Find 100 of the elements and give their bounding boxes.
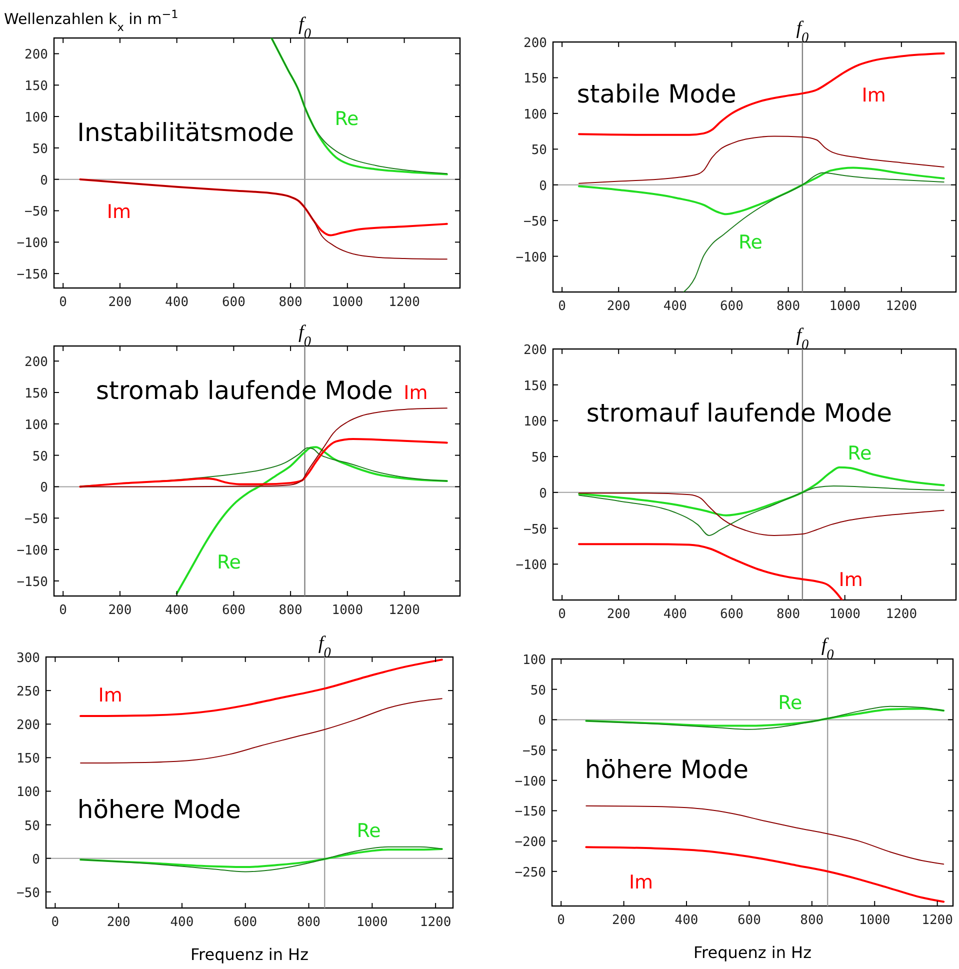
- line-series: [585, 846, 945, 903]
- y-tick-label: −100: [16, 236, 48, 252]
- x-tick-label: 0: [558, 299, 566, 314]
- x-axis-title: Frequenz in Hz: [190, 945, 308, 964]
- x-tick-label: 400: [165, 295, 189, 310]
- x-tick-label: 400: [170, 915, 194, 930]
- x-tick-label: 800: [776, 299, 800, 314]
- x-tick-label: 0: [557, 913, 566, 928]
- y-tick-label: 0: [40, 173, 48, 188]
- y-tick-label: 100: [16, 785, 40, 800]
- x-tick-label: 0: [558, 607, 566, 622]
- x-tick-label: 800: [800, 913, 824, 928]
- annotation: Im: [838, 568, 863, 591]
- line-series: [578, 166, 945, 216]
- x-tick-label: 600: [737, 913, 761, 928]
- y-tick-label: 200: [524, 36, 547, 51]
- y-tick-label: −50: [16, 886, 40, 901]
- x-tick-label: 200: [108, 603, 132, 618]
- line-series: [80, 178, 448, 260]
- annotation: Re: [848, 442, 872, 465]
- annotation: Im: [106, 200, 132, 223]
- y-tick-label: 150: [24, 79, 48, 94]
- line-series: [578, 466, 945, 516]
- annotation: Re: [334, 108, 359, 130]
- y-tick-label: 0: [539, 178, 547, 194]
- line-series: [80, 848, 443, 868]
- x-tick-label: 1200: [420, 915, 452, 930]
- y-tick-label: 50: [531, 143, 547, 158]
- annotation: Re: [778, 692, 802, 714]
- y-tick-label: 100: [524, 414, 547, 430]
- x-tick-label: 1000: [829, 607, 861, 622]
- x-tick-label: 1000: [332, 603, 364, 618]
- line-series: [586, 805, 944, 865]
- x-tick-label: 200: [106, 915, 130, 930]
- x-tick-label: 1200: [922, 913, 953, 928]
- y-tick-label: 150: [524, 378, 547, 394]
- line-series: [578, 136, 944, 184]
- y-tick-label: 0: [539, 486, 547, 502]
- x-tick-label: 1000: [332, 295, 364, 310]
- line-series: [176, 446, 448, 594]
- y-tick-label: 0: [538, 714, 546, 729]
- x-tick-label: 0: [59, 295, 68, 310]
- y-tick-label: 150: [16, 752, 40, 767]
- x-tick-label: 200: [606, 607, 630, 622]
- line-series: [578, 52, 945, 136]
- x-tick-label: 0: [59, 603, 68, 618]
- x-tick-label: 600: [720, 607, 744, 622]
- y-tick-label: 200: [24, 355, 48, 370]
- y-tick-label: 200: [524, 343, 547, 358]
- x-tick-label: 1200: [388, 295, 420, 310]
- y-tick-label: 0: [32, 852, 40, 868]
- line-series: [79, 438, 448, 488]
- x-tick-label: 600: [720, 299, 744, 314]
- x-tick-label: 600: [222, 603, 246, 618]
- x-tick-label: 200: [108, 295, 132, 310]
- x-tick-label: 400: [674, 913, 698, 928]
- annotation: Im: [404, 382, 428, 404]
- annotation: Re: [216, 552, 242, 574]
- y-tick-label: 150: [524, 72, 547, 87]
- y-tick-label: −150: [16, 574, 48, 590]
- annotation: Im: [98, 684, 122, 706]
- annotation: Im: [862, 84, 886, 106]
- y-tick-label: −200: [514, 835, 546, 850]
- y-tick-label: 50: [32, 449, 48, 464]
- x-tick-label: 1000: [858, 913, 890, 928]
- y-tick-label: 100: [24, 418, 48, 433]
- y-tick-label: −50: [522, 744, 546, 760]
- x-tick-label: 800: [776, 607, 800, 622]
- x-tick-label: 1200: [886, 299, 918, 314]
- x-tick-label: 400: [663, 607, 687, 622]
- y-tick-label: 200: [16, 718, 40, 734]
- y-tick-label: −100: [514, 774, 546, 790]
- x-tick-label: 200: [612, 913, 636, 928]
- x-tick-label: 600: [234, 915, 258, 930]
- text: stromauf laufende Mode: [586, 398, 892, 428]
- y-tick-label: 100: [522, 653, 546, 668]
- y-tick-label: 100: [24, 110, 48, 126]
- y-tick-label: 0: [40, 480, 48, 496]
- y-tick-label: 150: [24, 386, 48, 402]
- x-tick-label: 400: [165, 603, 189, 618]
- x-tick-label: 800: [297, 915, 321, 930]
- line-series: [683, 172, 944, 292]
- y-tick-label: −50: [524, 214, 547, 230]
- x-tick-label: 400: [663, 299, 687, 314]
- line-series: [80, 408, 448, 488]
- text: Instabilitätsmode: [77, 118, 294, 147]
- x-tick-label: 0: [51, 915, 60, 930]
- y-tick-label: −50: [24, 512, 48, 528]
- text: höhere Mode: [77, 795, 241, 824]
- line-series: [79, 178, 448, 236]
- y-tick-label: −150: [16, 268, 48, 283]
- x-tick-label: 1200: [388, 603, 420, 618]
- y-tick-label: −250: [514, 865, 546, 880]
- y-axis-title: Wellenzahlen k$_{x}$ in m$^{−1}$: [4, 8, 178, 34]
- line-series: [80, 658, 443, 718]
- y-tick-label: −150: [514, 804, 546, 820]
- y-tick-label: 50: [24, 818, 40, 834]
- y-tick-label: 50: [530, 683, 546, 698]
- y-tick-label: −100: [516, 558, 547, 574]
- x-tick-label: 1200: [886, 607, 918, 622]
